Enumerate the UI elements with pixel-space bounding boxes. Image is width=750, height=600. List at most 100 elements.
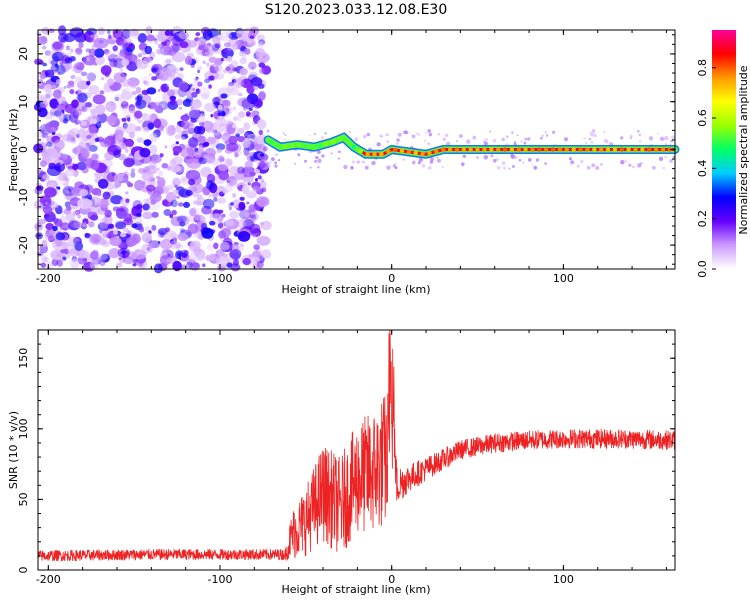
ridge-node [496,147,501,152]
noise-blob [214,64,223,73]
noise-blob [249,35,255,39]
noise-blob [190,99,202,109]
noise-blob [193,200,197,205]
ridge-node [351,144,357,150]
noise-blob [123,256,135,265]
noise-blob [99,228,104,233]
x-tick-label: -200 [36,272,61,285]
ridge-node [338,136,343,142]
noise-blob [133,249,147,260]
ridge-node [544,147,549,152]
noise-blob [148,73,152,77]
noise-blob [424,140,426,142]
ridge-node [537,147,542,152]
noise-blob [100,165,110,174]
noise-blob [166,83,170,88]
noise-blob [175,125,182,133]
noise-blob [44,69,55,78]
noise-blob [204,47,213,58]
noise-blob [249,214,254,219]
noise-blob [121,100,127,105]
noise-blob [172,189,180,196]
noise-blob [42,62,48,67]
noise-blob [65,46,71,51]
noise-blob [102,240,108,245]
noise-blob [119,142,123,146]
noise-blob [376,142,381,147]
colorbar-gradient [712,30,736,269]
noise-blob [256,34,265,41]
noise-blob [201,222,208,230]
noise-blob [397,132,402,137]
noise-blob [228,32,239,41]
noise-blob [428,132,433,137]
noise-blob [201,227,214,239]
noise-blob [129,28,139,36]
noise-blob [261,187,267,193]
noise-blob [86,36,94,43]
noise-blob [249,154,258,161]
colorbar-tick-label: 0.8 [696,59,709,77]
noise-blob [308,134,311,137]
ridge-node [283,144,288,149]
noise-blob [209,75,215,81]
noise-blob [592,129,596,133]
noise-blob [242,257,251,266]
noise-blob [237,92,243,97]
noise-blob [386,165,391,170]
noise-blob [244,212,250,218]
colorbar-ticks: 0.0 0.2 0.4 0.6 0.8 [696,59,716,278]
noise-blob [99,90,105,95]
noise-blob [53,139,65,151]
noise-blob [246,201,250,205]
noise-blob [314,159,318,163]
noise-blob [243,122,251,131]
noise-blob [628,163,632,167]
noise-blob [620,136,624,140]
noise-blob [144,225,151,231]
noise-blob [541,135,544,137]
noise-blob [113,230,118,235]
noise-blob [113,72,127,83]
noise-blob [71,108,83,117]
noise-blob [218,209,224,214]
noise-blob [220,228,232,237]
noise-blob [164,30,171,36]
noise-blob [195,32,201,37]
noise-blob [121,29,131,39]
noise-blob [191,81,199,89]
noise-blob [125,198,130,203]
noise-blob [131,223,138,229]
noise-blob [154,39,159,45]
noise-blob [248,223,261,234]
y-tick-label: 20 [17,47,30,61]
noise-blob [187,157,193,164]
noise-blob [246,84,255,94]
noise-blob [648,136,654,141]
noise-blob [157,170,164,177]
noise-blob [50,111,55,116]
noise-blob [98,218,109,230]
noise-blob [195,112,206,124]
noise-blob [53,202,59,209]
noise-blob [91,208,96,212]
noise-blob [185,190,193,196]
noise-blob [150,192,162,203]
noise-blob [45,90,53,99]
noise-blob [456,140,458,143]
noise-blob [237,218,246,229]
noise-blob [214,214,222,221]
snr-y-label: SNR (10 * v/v) [7,411,20,489]
noise-blob [269,161,272,163]
noise-blob [284,133,287,136]
noise-blob [58,32,69,43]
noise-blob [386,140,390,144]
noise-blob [160,67,172,77]
noise-blob [445,133,449,137]
noise-blob [261,249,272,259]
ridge-node [276,143,281,149]
noise-blob [251,110,260,117]
noise-blob [64,201,71,208]
noise-blob [129,131,135,139]
